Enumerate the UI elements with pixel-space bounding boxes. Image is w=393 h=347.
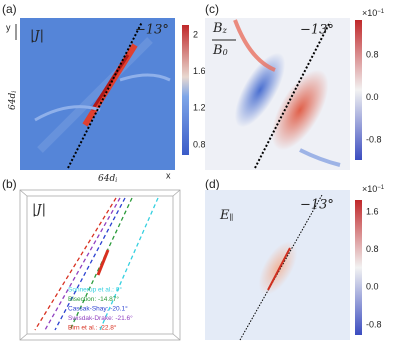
legend-entry: Birn et al.: -22.8° <box>68 324 117 332</box>
angle-label: −13° <box>300 198 334 213</box>
panel-title: |J| <box>32 203 46 218</box>
colorbar-tick-label: 1.6 <box>193 66 206 76</box>
colorbar-multiplier: ×10−1 <box>362 8 385 18</box>
colorbar-tick-label: 2 <box>193 29 198 39</box>
x-axis-label: 64di <box>98 174 117 184</box>
panel-label: (a) <box>2 2 17 16</box>
colorbar-multiplier: ×10−1 <box>362 184 385 194</box>
colorbar-tick-label: 0.8 <box>193 139 206 149</box>
legend-entry: Cassak-Shay: -20.1° <box>68 305 128 313</box>
y-axis-label: 64di <box>8 91 18 110</box>
panel-title: Bz <box>212 21 228 36</box>
panel-label: (d) <box>205 177 220 191</box>
legend-entry: Bisection: -14.87° <box>68 295 119 303</box>
colorbar-tick-label: 0.8 <box>366 244 379 254</box>
colorbar <box>355 200 362 335</box>
panel-label: (c) <box>205 2 219 16</box>
colorbar-tick-label: -0.8 <box>366 134 382 144</box>
heatmap-feature <box>267 247 291 291</box>
panel-title: E∥ <box>219 208 233 223</box>
angle-line <box>254 21 331 169</box>
heatmap-features <box>233 19 341 167</box>
colorbar-tick-label: 0.0 <box>366 92 379 102</box>
legend-entry: Swisdak-Drake: -21.6° <box>68 314 133 322</box>
panel-title: |J| <box>30 29 44 44</box>
angle-label: −13° <box>300 23 334 38</box>
direction-lines <box>34 197 159 331</box>
colorbar-tick-label: -0.8 <box>366 319 382 329</box>
colorbar-tick-label: 1.2 <box>193 103 206 113</box>
panel-label: (b) <box>2 177 17 191</box>
colorbar-tick-label: 1.6 <box>366 206 379 216</box>
colorbar <box>355 20 362 160</box>
box <box>19 189 181 341</box>
legend-entry: Sonnerup et al.: 0° <box>68 286 122 294</box>
y-arrow-label: y <box>6 22 11 32</box>
panel-title: B0 <box>212 43 228 58</box>
angle-line <box>239 194 323 341</box>
angle-label: −13° <box>135 23 169 38</box>
colorbar <box>182 25 189 155</box>
x-arrow-label: x <box>166 170 171 180</box>
colorbar-tick-label: 0.0 <box>366 282 379 292</box>
colorbar-tick-label: 0.8 <box>366 49 379 59</box>
angle-line <box>67 21 143 169</box>
